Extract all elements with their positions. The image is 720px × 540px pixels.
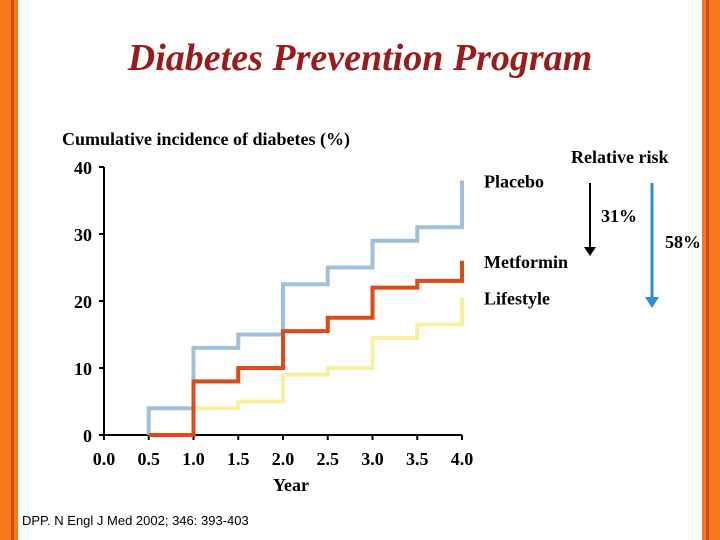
- x-tick-label: 3.0: [361, 449, 384, 469]
- metformin-series-line: [148, 260, 464, 437]
- slide-title: Diabetes Prevention Program: [127, 37, 593, 79]
- y-tick-label: 0: [83, 426, 92, 446]
- left-border-stripe: [11, 0, 14, 540]
- y-tick-label: 10: [74, 359, 92, 379]
- relative-risk-label: Relative risk: [571, 147, 668, 167]
- x-tick-label: 4.0: [451, 449, 474, 469]
- x-tick-label: 1.5: [227, 449, 250, 469]
- arrow-31-head: [584, 247, 596, 256]
- x-axis-label: Year: [273, 475, 309, 495]
- y-tick-label: 20: [74, 292, 92, 312]
- lifestyle-series-line: [148, 297, 464, 437]
- x-tick-label: 1.0: [182, 449, 205, 469]
- x-tick-label: 0.5: [138, 449, 161, 469]
- metformin-series-label: Metformin: [484, 252, 568, 272]
- x-tick-label: 3.5: [406, 449, 429, 469]
- x-tick-label: 2.5: [317, 449, 340, 469]
- x-tick-label: 2.0: [272, 449, 295, 469]
- citation: DPP. N Engl J Med 2002; 346: 393-403: [22, 513, 249, 528]
- arrow-58-label: 58%: [665, 232, 701, 252]
- arrow-31-label: 31%: [601, 206, 637, 226]
- placebo-series-line: [146, 180, 464, 435]
- y-axis-label: Cumulative incidence of diabetes (%): [62, 129, 350, 150]
- x-tick-label: 0.0: [93, 449, 116, 469]
- y-tick-label: 40: [74, 158, 92, 178]
- arrow-58-head: [645, 297, 659, 308]
- right-border-stripe: [706, 0, 709, 540]
- lifestyle-series-label: Lifestyle: [484, 289, 550, 309]
- y-tick-label: 30: [74, 225, 92, 245]
- placebo-series-label: Placebo: [484, 171, 544, 191]
